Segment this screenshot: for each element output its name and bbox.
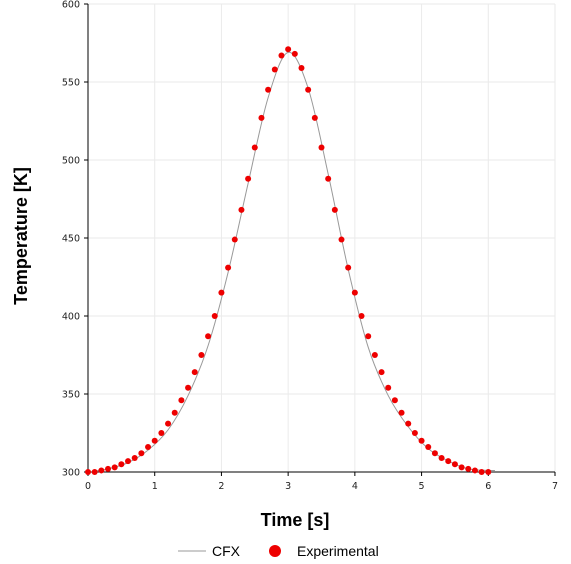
experimental-point [165,420,172,427]
legend-experimental-label: Experimental [297,543,379,559]
y-axis-label: Temperature [K] [11,167,31,305]
experimental-point [358,313,365,319]
y-tick-label: 500 [62,156,80,167]
experimental-point [391,397,398,404]
experimental-point [178,397,185,404]
x-axis-label: Time [s] [261,510,330,530]
experimental-point [431,450,438,457]
legend-cfx-label: CFX [212,543,241,559]
experimental-point [338,236,345,243]
x-tick-label: 3 [285,481,291,492]
experimental-point [425,444,432,451]
x-tick-labels: 0 1 2 3 4 5 6 7 [85,481,558,492]
x-tick-label: 1 [152,481,158,492]
experimental-point [258,114,265,121]
experimental-point [365,333,372,340]
experimental-point [251,144,258,151]
experimental-point [218,289,225,296]
y-tick-label: 550 [62,78,80,89]
experimental-point [265,86,272,93]
experimental-point [198,352,205,358]
y-tick-label: 300 [62,468,80,479]
experimental-point [318,144,325,151]
y-tick-label: 450 [62,234,80,245]
experimental-point [465,465,472,472]
experimental-point [451,461,458,468]
series-cfx-line [87,51,495,473]
x-tick-label: 5 [419,481,425,492]
experimental-point [305,86,312,93]
experimental-point [125,458,132,465]
experimental-point [105,465,112,472]
experimental-point [145,444,152,451]
experimental-point [325,175,332,182]
y-tick-label: 600 [62,0,80,11]
experimental-point [485,469,492,475]
experimental-point [438,454,445,461]
experimental-point [411,430,418,436]
experimental-point [158,430,165,436]
experimental-point [111,464,118,471]
experimental-point [398,409,405,416]
experimental-point [351,289,358,296]
experimental-point [378,369,385,376]
experimental-point [171,409,178,416]
experimental-point [191,369,198,376]
y-tick-label: 400 [62,312,80,323]
experimental-point [345,264,352,271]
x-tick-label: 6 [485,481,491,492]
experimental-point [245,175,252,182]
y-tick-labels: 300 350 400 450 500 550 600 [62,0,80,479]
experimental-point [225,264,232,271]
experimental-point [231,236,238,243]
legend: CFX Experimental [178,543,379,559]
experimental-point [298,64,305,71]
experimental-point [205,333,212,340]
y-tick-label: 350 [62,390,80,401]
experimental-point [138,450,145,457]
x-tick-label: 7 [552,481,558,492]
experimental-point [238,206,245,213]
series-layer [85,46,495,475]
experimental-point [271,66,278,73]
grid [87,3,556,473]
experimental-point [458,464,465,471]
experimental-point [85,469,91,475]
experimental-point [185,384,192,391]
experimental-point [131,454,138,461]
legend-experimental-marker-icon [269,545,281,557]
experimental-point [405,420,412,427]
experimental-point [471,467,478,474]
experimental-point [418,437,425,444]
experimental-point [91,469,98,475]
experimental-point [98,467,105,474]
experimental-point [151,437,158,444]
experimental-point [285,46,292,53]
experimental-point [445,458,452,465]
experimental-point [478,469,485,475]
experimental-point [291,50,298,57]
experimental-point [331,206,338,213]
x-tick-label: 2 [218,481,224,492]
experimental-point [371,352,378,358]
experimental-point [118,461,125,468]
experimental-point [311,114,318,121]
experimental-point [278,52,285,59]
experimental-point [385,384,392,391]
experimental-point [211,313,218,319]
x-tick-label: 0 [85,481,91,492]
x-tick-label: 4 [352,481,358,492]
